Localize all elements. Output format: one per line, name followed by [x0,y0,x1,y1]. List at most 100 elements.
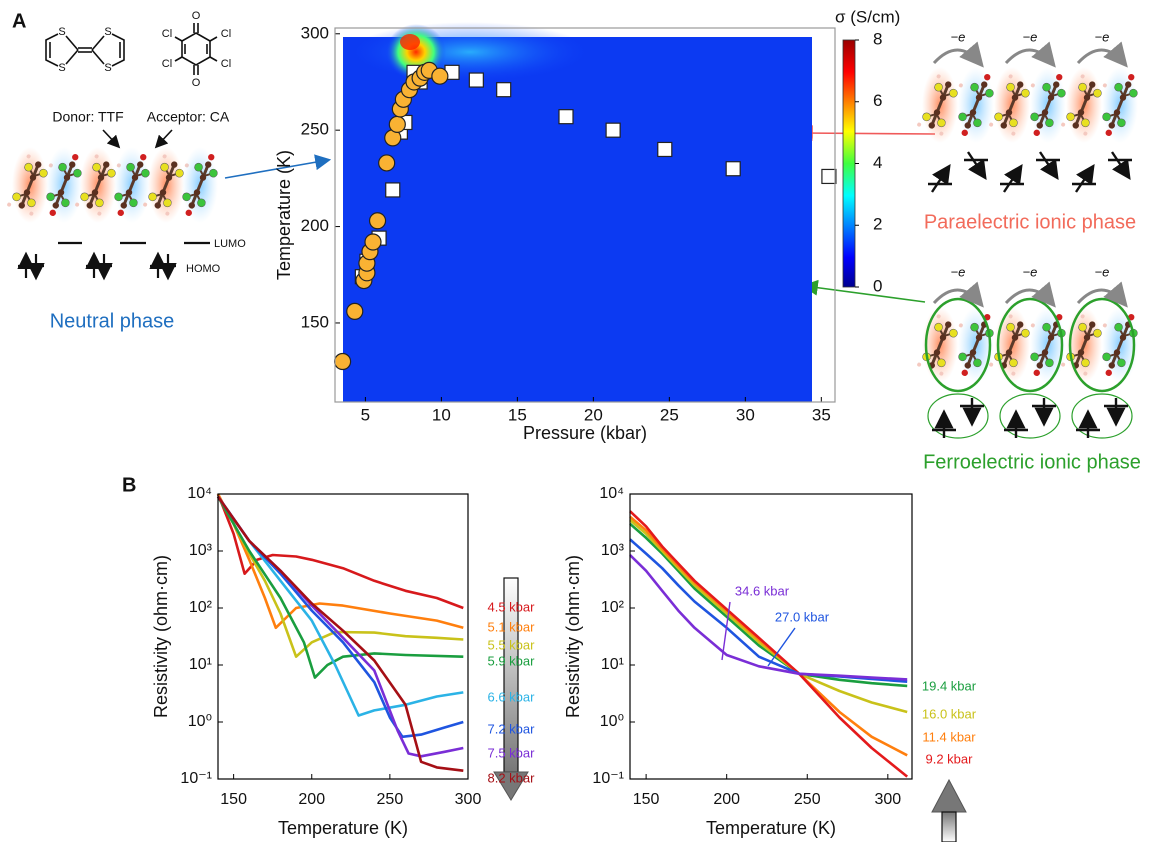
x-axis-label: Pressure (kbar) [523,423,647,443]
atom [917,362,922,367]
atom [1114,82,1123,92]
atom [205,161,212,168]
y-tick-label: 10⁴ [599,485,624,502]
atom [1117,118,1126,128]
atom [928,122,935,129]
atom [1089,81,1096,88]
atom [29,174,37,181]
atom [1078,322,1087,332]
atom [949,88,958,98]
atom [1047,334,1055,341]
square-marker [821,168,837,185]
square-marker [657,141,673,158]
phase-label: Ferroelectric ionic phase [923,451,1141,473]
atom [1008,314,1013,319]
atom [52,202,59,209]
square-marker [725,161,741,177]
transfer-arrow [932,41,984,68]
atom [1011,334,1019,341]
atom-label: S [104,62,111,74]
atom [208,153,215,161]
atom [917,122,922,127]
bond [155,162,177,208]
bond [1001,322,1023,368]
dimer-outline [1071,393,1133,439]
x-tick-label: 10 [432,405,451,424]
atom [1093,328,1102,338]
atom [46,192,55,202]
atom-label: O [192,77,201,89]
atom [939,334,947,341]
bond [1037,82,1059,128]
atom [1078,82,1087,92]
bond [19,162,41,208]
atom [1042,322,1051,332]
bond [1001,82,1023,128]
atom [160,162,169,172]
ca-structure [174,23,218,75]
atom [936,74,941,79]
atom [1033,369,1040,377]
atom [970,82,979,92]
bond [121,162,143,208]
bond [189,162,211,208]
atom [1030,352,1039,362]
bond [87,162,109,208]
bond [929,82,951,128]
molecule [917,74,963,136]
transfer-arrow [1004,281,1056,308]
transfer-arrow [932,281,984,308]
y-tick-label: 150 [301,312,329,331]
atom [27,198,36,208]
atom [209,168,218,178]
series-line [629,510,909,778]
atom [75,202,80,207]
y-tick-label: 10⁻¹ [592,770,624,787]
y-tick-label: 10⁻¹ [180,770,212,787]
label-pointer [721,601,731,661]
y-axis-label: Temperature (K) [274,150,294,280]
atom [18,202,25,209]
y-axis-label: Resistivity (ohm·cm) [563,555,583,718]
pointer [801,279,926,303]
spin [1111,151,1131,180]
atom [114,192,123,202]
atom [1009,118,1018,128]
atom [970,322,979,332]
x-tick-label: 15 [508,405,527,424]
atom [1072,122,1079,129]
panel-label: B [122,474,136,496]
atom [1128,73,1135,81]
series-line [216,495,464,717]
pointer [154,129,173,149]
dimer-outline [924,297,992,393]
series-line [216,495,464,679]
atom [129,198,138,208]
atom [1125,81,1132,88]
atom [1036,122,1043,129]
circle-marker [368,212,387,230]
series-label: 9.2 kbar [926,751,974,766]
transfer-arrow [1076,41,1128,68]
atom [1083,131,1088,136]
atom [1011,131,1016,136]
atom [933,349,941,356]
molecule [958,73,994,137]
atom [936,314,941,319]
square-marker [496,82,512,98]
atom [1006,82,1015,92]
series-label: 16.0 kbar [922,706,977,721]
molecule [46,153,82,217]
atom-label: S [58,26,65,38]
atom [1081,358,1090,368]
atom [933,109,941,116]
atom [1053,81,1060,88]
label-pointer [767,627,796,667]
atom-label: Cl [221,28,231,40]
atom [193,189,201,196]
atom [125,189,133,196]
atom [1108,122,1115,129]
atom [23,189,31,196]
x-tick-label: 200 [298,791,325,808]
